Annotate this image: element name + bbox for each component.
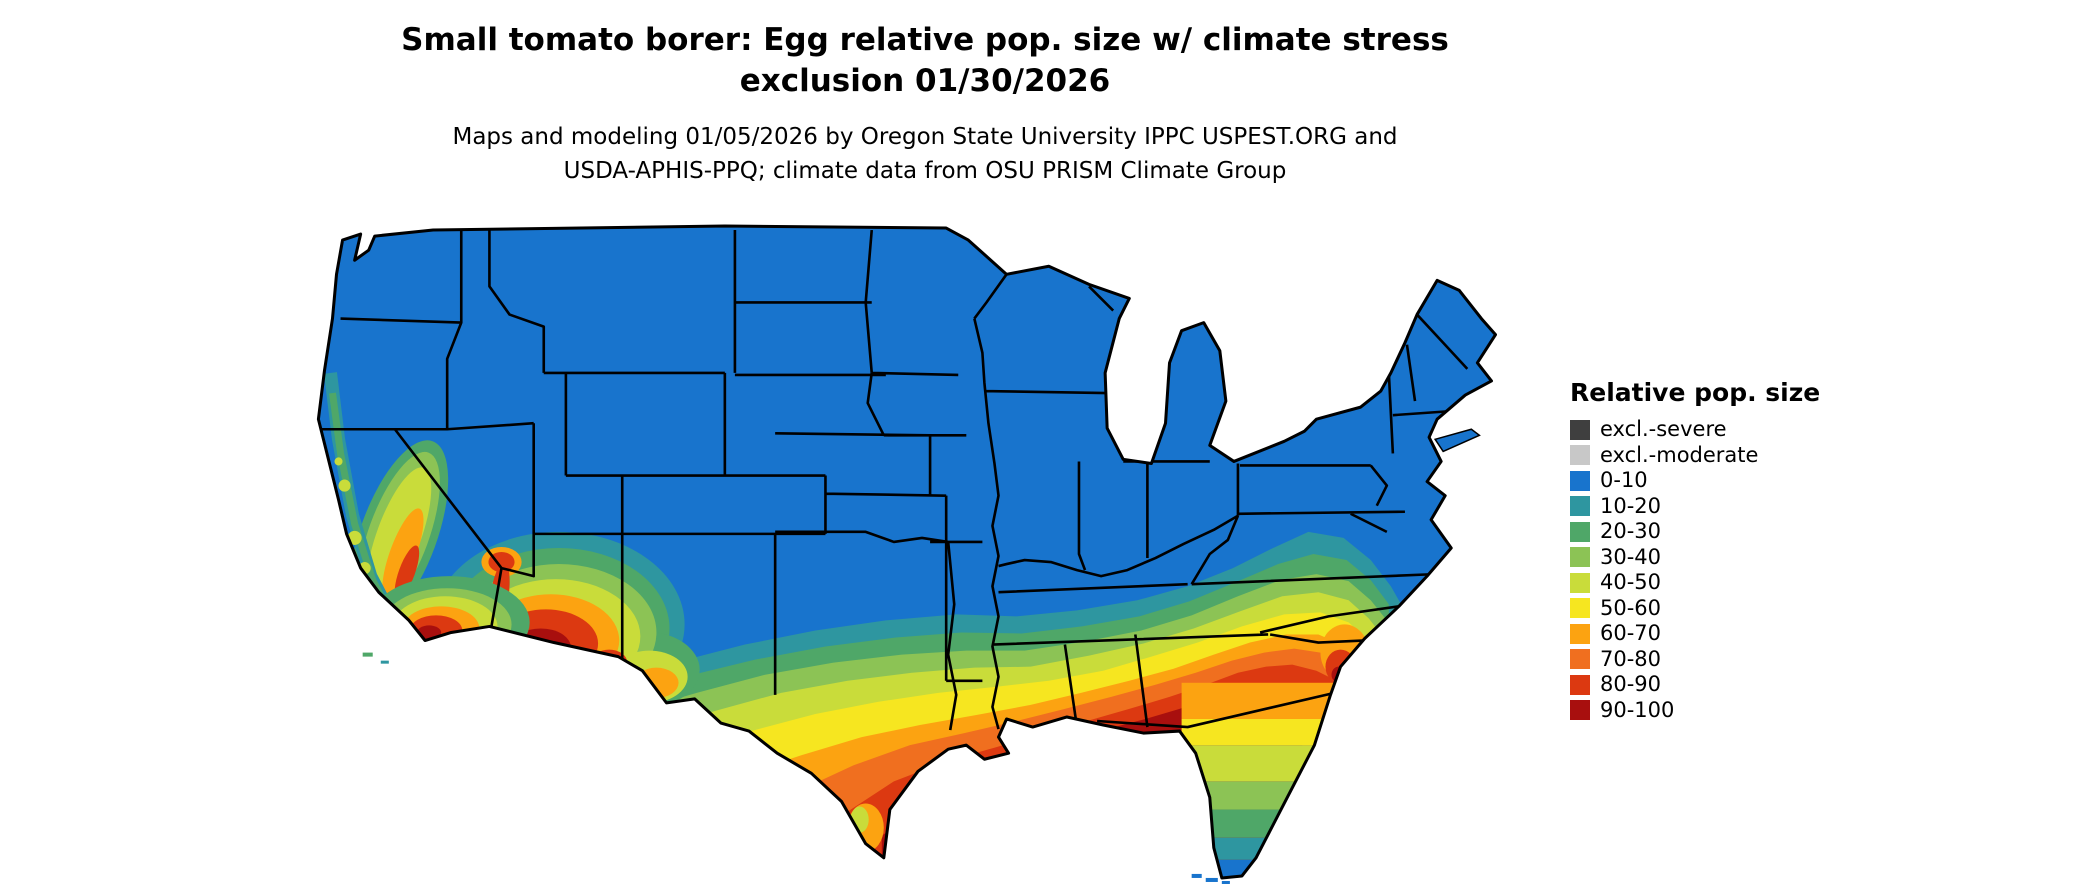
legend-label: 10-20 [1600, 493, 1662, 518]
map-subtitle-line1: Maps and modeling 01/05/2026 by Oregon S… [452, 124, 1398, 150]
state-borders-east [973, 273, 1480, 730]
map-subtitle: Maps and modeling 01/05/2026 by Oregon S… [0, 120, 1850, 188]
legend-swatch [1570, 521, 1590, 542]
legend-label: 50-60 [1600, 595, 1662, 620]
florida-keys-speck [1191, 873, 1202, 878]
raster-blob-newmexico [634, 667, 679, 698]
legend-label: 0-10 [1600, 468, 1648, 493]
legend-label: 40-50 [1600, 570, 1662, 595]
long-island [1433, 428, 1481, 453]
legend-swatch [1570, 623, 1590, 644]
channel-islands-speck [380, 660, 389, 664]
legend-label: 90-100 [1600, 697, 1675, 722]
legend-item: 40-50 [1570, 570, 1820, 596]
legend-item: 30-40 [1570, 545, 1820, 571]
legend-item: excl.-moderate [1570, 443, 1820, 469]
us-raster-layers [318, 226, 1496, 878]
legend-item: excl.-severe [1570, 417, 1820, 443]
legend-swatch [1570, 674, 1590, 695]
channel-islands-speck [362, 652, 373, 657]
legend-label: excl.-severe [1600, 417, 1727, 442]
legend-swatch [1570, 572, 1590, 593]
legend: Relative pop. size excl.-severe excl.-mod… [1570, 378, 1820, 723]
legend-label: 30-40 [1600, 544, 1662, 569]
legend-swatch [1570, 496, 1590, 517]
legend-item: 50-60 [1570, 596, 1820, 622]
legend-label: 70-80 [1600, 646, 1662, 671]
us-outline [316, 224, 1497, 880]
legend-item: 90-100 [1570, 698, 1820, 724]
raster-blob-central-valley [394, 545, 420, 599]
map-subtitle-line2: USDA-APHIS-PPQ; climate data from OSU PR… [563, 158, 1287, 184]
legend-swatch [1570, 649, 1590, 670]
raster-spot [338, 479, 351, 492]
florida-keys-speck [1205, 877, 1218, 882]
us-map-svg [316, 224, 1497, 884]
legend-items: excl.-severe excl.-moderate 0-10 10-20 20-30… [1570, 417, 1820, 723]
us-map [300, 222, 1532, 886]
raster-florida-stripe [1181, 745, 1355, 782]
legend-item: 80-90 [1570, 672, 1820, 698]
legend-item: 0-10 [1570, 468, 1820, 494]
legend-swatch [1570, 470, 1590, 491]
legend-title: Relative pop. size [1570, 378, 1821, 407]
legend-swatch [1570, 700, 1590, 721]
legend-swatch [1570, 445, 1590, 466]
map-title: Small tomato borer: Egg relative pop. si… [0, 20, 1850, 102]
legend-label: 60-70 [1600, 621, 1662, 646]
raster-florida-stripe [1181, 859, 1355, 878]
florida-keys-speck [1221, 880, 1230, 884]
legend-label: 20-30 [1600, 519, 1662, 544]
raster-spot [334, 457, 343, 466]
legend-label: 80-90 [1600, 672, 1662, 697]
legend-item: 60-70 [1570, 621, 1820, 647]
legend-item: 70-80 [1570, 647, 1820, 673]
legend-swatch [1570, 547, 1590, 568]
legend-label: excl.-moderate [1600, 442, 1759, 467]
raster-florida-stripe [1181, 837, 1355, 860]
state-borders-west [318, 229, 983, 731]
legend-swatch [1570, 419, 1590, 440]
legend-item: 10-20 [1570, 494, 1820, 520]
legend-swatch [1570, 598, 1590, 619]
raster-blob-central-valley [382, 508, 424, 600]
map-title-line1: Small tomato borer: Egg relative pop. si… [401, 22, 1449, 58]
map-title-line2: exclusion 01/30/2026 [739, 63, 1111, 99]
raster-blob-vegas [488, 551, 515, 573]
legend-item: 20-30 [1570, 519, 1820, 545]
